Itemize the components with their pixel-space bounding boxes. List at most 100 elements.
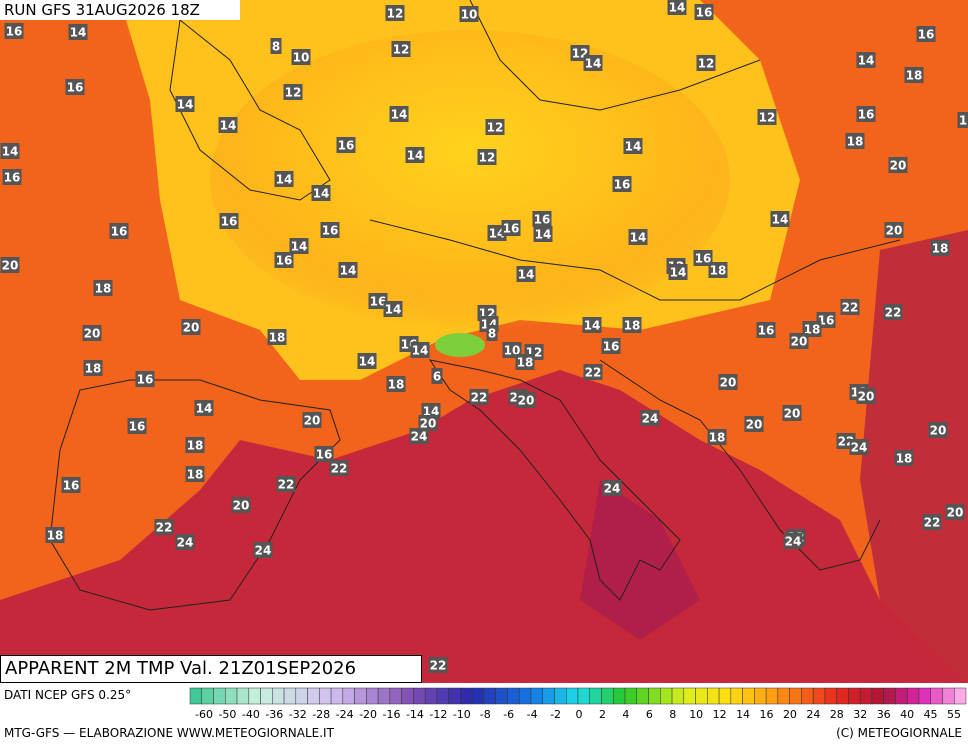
temp-label: 14 [385,303,402,317]
temp-label: 18 [906,69,923,83]
colorbar-swatch [436,687,449,705]
label-box [283,84,303,100]
label-box [515,354,535,370]
colorbar-label: -12 [429,708,447,721]
temp-label: 22 [278,478,295,492]
temp-label: 8 [488,327,496,341]
colorbar-swatch [413,687,426,705]
temp-label: 14 [391,108,408,122]
label-box [4,23,24,39]
label-box [253,542,273,558]
source-text: DATI NCEP GFS 0.25° [4,688,132,702]
colorbar-swatch [260,687,273,705]
colorbar-label: 0 [576,708,583,721]
colorbar-swatch [942,687,955,705]
label-box [329,460,349,476]
run-box: RUN GFS 31AUG2026 18Z [0,0,240,20]
temp-label: 14 [220,119,237,133]
label-box [185,437,205,453]
temp-label: 16 [614,178,631,192]
run-text: RUN GFS 31AUG2026 18Z [4,1,200,19]
temp-label: 18 [847,135,864,149]
label-box [718,374,738,390]
colorbar-swatch [377,687,391,705]
colorbar-swatch [295,687,308,705]
label-box [93,280,113,296]
label-box [314,446,334,462]
label-box [667,0,687,15]
colorbar-swatch [401,687,414,705]
temp-label: 22 [156,521,173,535]
label-box [68,24,88,40]
temp-label: 16 [67,81,84,95]
label-box [386,376,406,392]
colorbar-swatch [236,687,250,705]
temp-label: 22 [471,391,488,405]
temp-label: 20 [858,390,875,404]
label-box [194,400,214,416]
label-box [218,117,238,133]
temp-label: 16 [6,25,23,39]
colorbar-label: -14 [406,708,424,721]
copyright-text: (C) METEOGIORNALE [836,726,962,740]
temp-label: 16 [276,254,293,268]
colorbar-swatch [613,687,626,705]
temp-label: 12 [285,86,302,100]
temp-label: 18 [95,282,112,296]
colorbar-swatch [683,687,696,705]
label-box [469,389,489,405]
colorbar-swatch [742,687,755,705]
colorbar-swatch [883,687,896,705]
label-box [61,477,81,493]
temp-label: 14 [858,54,875,68]
temp-label: 16 [221,215,238,229]
temp-label: 16 [316,448,333,462]
colorbar-label: -6 [503,708,514,721]
temp-label: 18 [187,439,204,453]
temp-label: 1 [959,114,967,128]
colorbar-swatch [754,687,767,705]
colorbar-swatch [507,687,520,705]
label-box [883,304,903,320]
label-box [623,138,643,154]
colorbar-swatch [495,687,508,705]
label-box [45,527,65,543]
temp-label: 20 [420,417,437,431]
label-box [622,317,642,333]
label-box [916,26,936,42]
temp-label: 14 [630,231,647,245]
colorbar-label: 32 [853,708,867,721]
colorbar-swatch [765,687,779,705]
temp-label: 16 [758,324,775,338]
label-box [175,534,195,550]
label-box [127,418,147,434]
label-box [694,4,714,20]
temp-label: 18 [710,264,727,278]
temp-label: 24 [255,544,272,558]
temp-label: 20 [233,499,250,513]
temp-label: 8 [272,40,280,54]
temp-label: 20 [930,424,947,438]
temp-label: 20 [947,506,964,520]
temp-label: 16 [858,108,875,122]
temp-label: 10 [293,51,310,65]
temp-label: 12 [759,111,776,125]
colorbar-swatch [471,687,485,705]
label-box [175,96,195,112]
label-box [385,5,405,21]
label-box [409,428,429,444]
colorbar-swatch [930,687,943,705]
label-box [693,250,713,266]
temp-label: 16 [137,373,154,387]
label-box [845,133,865,149]
label-box [783,533,803,549]
label-box [532,211,552,227]
label-box [856,388,876,404]
label-box [602,480,622,496]
colorbar-swatch [577,687,591,705]
label-box [276,476,296,492]
colorbar-swatch [213,687,226,705]
label-box [302,412,322,428]
temp-label: 24 [851,441,868,455]
temp-label: 16 [63,479,80,493]
